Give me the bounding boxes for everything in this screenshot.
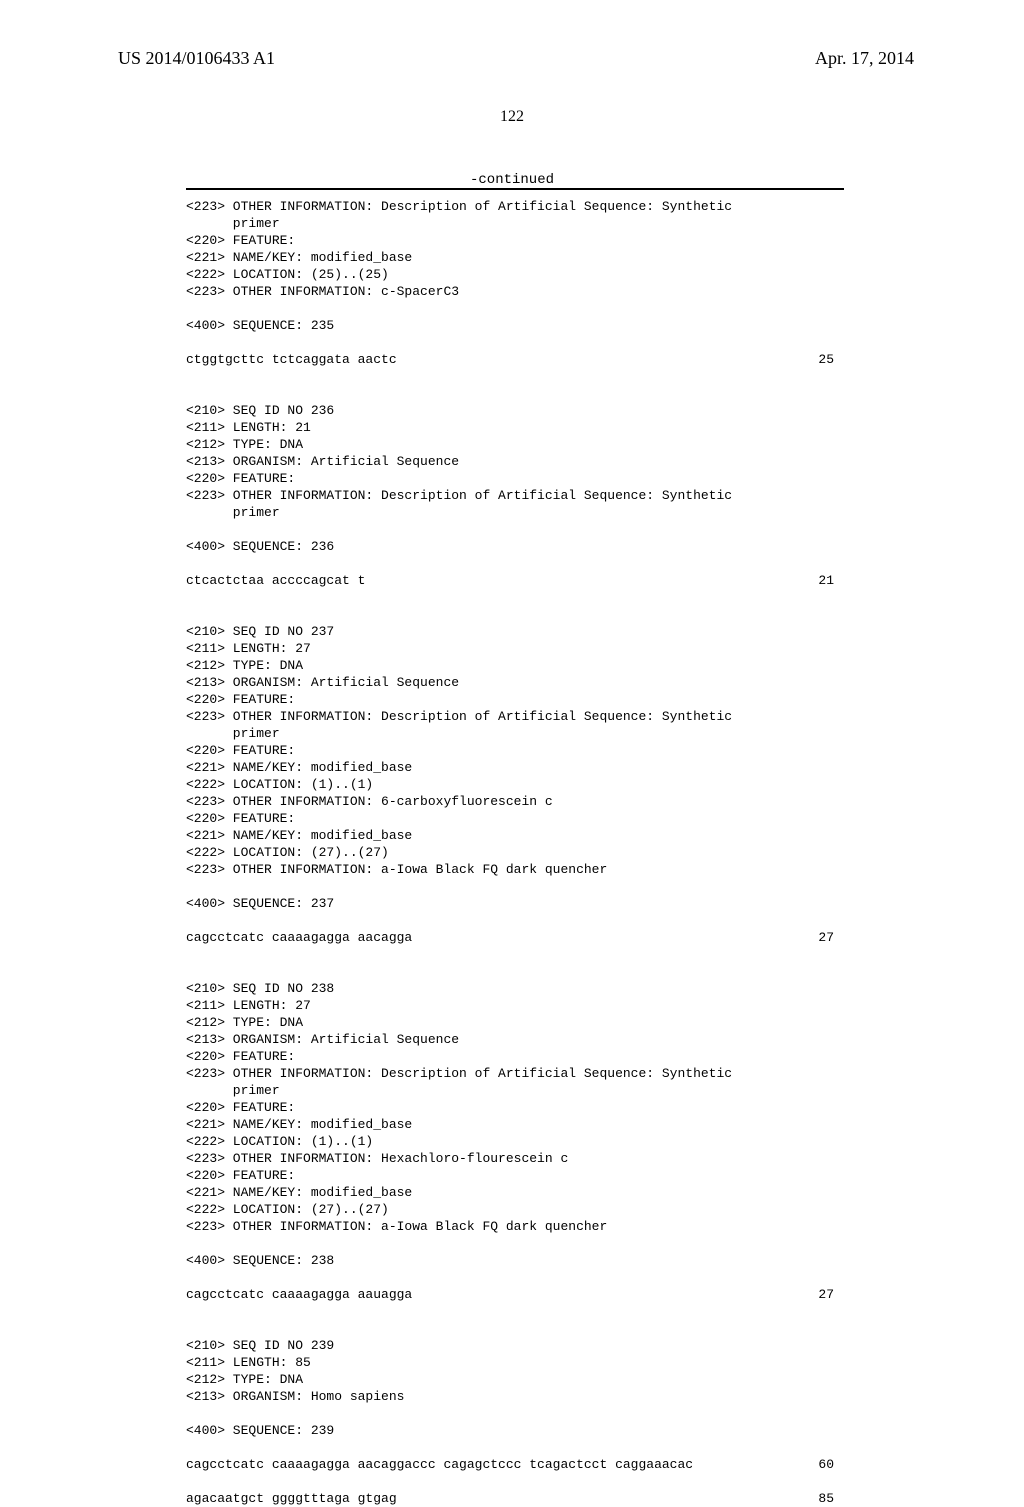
sequence-line	[186, 589, 844, 606]
sequence-line: <212> TYPE: DNA	[186, 1371, 844, 1388]
sequence-line	[186, 385, 844, 402]
sequence-listing: <223> OTHER INFORMATION: Description of …	[186, 198, 844, 1507]
sequence-line: <221> NAME/KEY: modified_base	[186, 827, 844, 844]
sequence-position-number: 25	[818, 351, 834, 368]
sequence-line	[186, 963, 844, 980]
sequence-line	[186, 521, 844, 538]
sequence-line: primer	[186, 504, 844, 521]
sequence-line	[186, 368, 844, 385]
sequence-line	[186, 1303, 844, 1320]
sequence-line	[186, 946, 844, 963]
sequence-line	[186, 1269, 844, 1286]
sequence-line: primer	[186, 725, 844, 742]
sequence-line: <221> NAME/KEY: modified_base	[186, 1184, 844, 1201]
sequence-line: primer	[186, 1082, 844, 1099]
sequence-line: <222> LOCATION: (27)..(27)	[186, 1201, 844, 1218]
sequence-line: agacaatgct ggggtttaga gtgag85	[186, 1490, 844, 1507]
sequence-line: ctggtgcttc tctcaggata aactc25	[186, 351, 844, 368]
sequence-line: <212> TYPE: DNA	[186, 657, 844, 674]
sequence-line: <220> FEATURE:	[186, 232, 844, 249]
sequence-line: <213> ORGANISM: Homo sapiens	[186, 1388, 844, 1405]
sequence-line: cagcctcatc caaaagagga aauagga27	[186, 1286, 844, 1303]
sequence-line: <222> LOCATION: (27)..(27)	[186, 844, 844, 861]
sequence-line: <222> LOCATION: (1)..(1)	[186, 776, 844, 793]
publication-number: US 2014/0106433 A1	[118, 48, 275, 69]
continued-label: -continued	[0, 172, 1024, 188]
sequence-line: <220> FEATURE:	[186, 470, 844, 487]
sequence-line: <220> FEATURE:	[186, 742, 844, 759]
sequence-line	[186, 334, 844, 351]
sequence-line: cagcctcatc caaaagagga aacagga27	[186, 929, 844, 946]
sequence-line: <221> NAME/KEY: modified_base	[186, 1116, 844, 1133]
sequence-line: <220> FEATURE:	[186, 1099, 844, 1116]
sequence-line: <400> SEQUENCE: 239	[186, 1422, 844, 1439]
sequence-line	[186, 555, 844, 572]
sequence-line: <220> FEATURE:	[186, 691, 844, 708]
sequence-line: primer	[186, 215, 844, 232]
sequence-line	[186, 1473, 844, 1490]
sequence-position-number: 27	[818, 929, 834, 946]
sequence-line	[186, 606, 844, 623]
page-header: US 2014/0106433 A1 Apr. 17, 2014	[0, 48, 1024, 78]
sequence-line: <210> SEQ ID NO 238	[186, 980, 844, 997]
sequence-line: <400> SEQUENCE: 238	[186, 1252, 844, 1269]
page-number: 122	[0, 108, 1024, 126]
sequence-line: <212> TYPE: DNA	[186, 436, 844, 453]
sequence-line: <400> SEQUENCE: 235	[186, 317, 844, 334]
sequence-line: <213> ORGANISM: Artificial Sequence	[186, 674, 844, 691]
sequence-line	[186, 1405, 844, 1422]
sequence-line: <211> LENGTH: 85	[186, 1354, 844, 1371]
sequence-line: <400> SEQUENCE: 237	[186, 895, 844, 912]
sequence-line: <223> OTHER INFORMATION: a-Iowa Black FQ…	[186, 1218, 844, 1235]
sequence-line: <223> OTHER INFORMATION: Description of …	[186, 198, 844, 215]
sequence-line: <221> NAME/KEY: modified_base	[186, 759, 844, 776]
sequence-line	[186, 912, 844, 929]
sequence-line: <213> ORGANISM: Artificial Sequence	[186, 1031, 844, 1048]
sequence-line: <211> LENGTH: 21	[186, 419, 844, 436]
sequence-line: <213> ORGANISM: Artificial Sequence	[186, 453, 844, 470]
sequence-line: <223> OTHER INFORMATION: Description of …	[186, 1065, 844, 1082]
sequence-line: <223> OTHER INFORMATION: c-SpacerC3	[186, 283, 844, 300]
sequence-line	[186, 1439, 844, 1456]
sequence-line: <211> LENGTH: 27	[186, 640, 844, 657]
sequence-position-number: 21	[818, 572, 834, 589]
sequence-line: <222> LOCATION: (1)..(1)	[186, 1133, 844, 1150]
sequence-line	[186, 878, 844, 895]
sequence-line: <223> OTHER INFORMATION: Description of …	[186, 708, 844, 725]
sequence-line: <211> LENGTH: 27	[186, 997, 844, 1014]
sequence-line: <223> OTHER INFORMATION: a-Iowa Black FQ…	[186, 861, 844, 878]
sequence-line: <220> FEATURE:	[186, 810, 844, 827]
sequence-line: <210> SEQ ID NO 237	[186, 623, 844, 640]
sequence-line: <400> SEQUENCE: 236	[186, 538, 844, 555]
sequence-line	[186, 300, 844, 317]
sequence-line: <223> OTHER INFORMATION: Description of …	[186, 487, 844, 504]
sequence-line: ctcactctaa accccagcat t21	[186, 572, 844, 589]
sequence-position-number: 27	[818, 1286, 834, 1303]
sequence-line: <223> OTHER INFORMATION: 6-carboxyfluore…	[186, 793, 844, 810]
horizontal-rule	[186, 188, 844, 190]
sequence-line: <223> OTHER INFORMATION: Hexachloro-flou…	[186, 1150, 844, 1167]
sequence-line: <212> TYPE: DNA	[186, 1014, 844, 1031]
sequence-line: <222> LOCATION: (25)..(25)	[186, 266, 844, 283]
sequence-line: <210> SEQ ID NO 239	[186, 1337, 844, 1354]
sequence-line: <220> FEATURE:	[186, 1167, 844, 1184]
sequence-line: <220> FEATURE:	[186, 1048, 844, 1065]
sequence-line	[186, 1320, 844, 1337]
sequence-line: <221> NAME/KEY: modified_base	[186, 249, 844, 266]
sequence-line	[186, 1235, 844, 1252]
sequence-line: cagcctcatc caaaagagga aacaggaccc cagagct…	[186, 1456, 844, 1473]
publication-date: Apr. 17, 2014	[815, 48, 914, 69]
sequence-line: <210> SEQ ID NO 236	[186, 402, 844, 419]
sequence-position-number: 60	[818, 1456, 834, 1473]
sequence-position-number: 85	[818, 1490, 834, 1507]
